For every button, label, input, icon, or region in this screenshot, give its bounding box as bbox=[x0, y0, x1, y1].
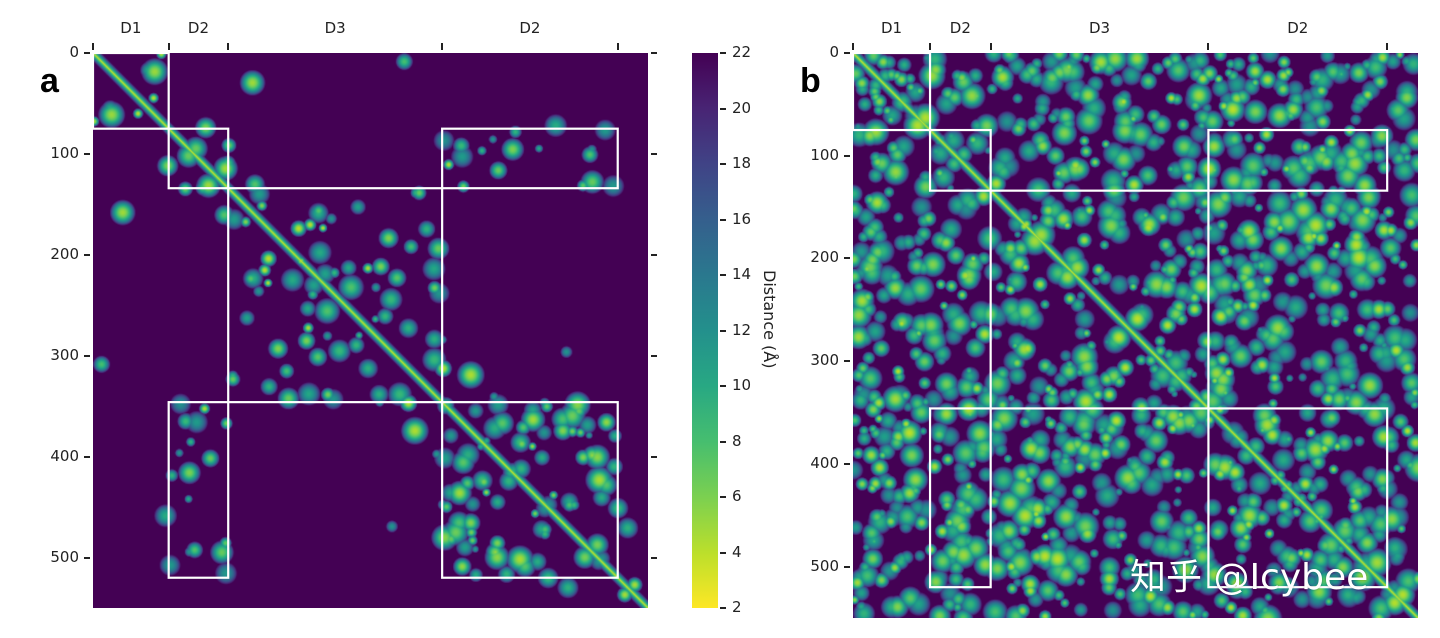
y-tick-label: 0 bbox=[829, 43, 839, 61]
colorbar-tick-mark bbox=[720, 385, 726, 387]
colorbar-tick-label: 8 bbox=[732, 431, 742, 450]
domain-box bbox=[928, 407, 992, 589]
domain-tick bbox=[441, 43, 444, 50]
colorbar-tick-label: 14 bbox=[732, 265, 752, 283]
colorbar bbox=[692, 53, 718, 608]
colorbar-tick-label: 18 bbox=[732, 154, 752, 172]
y-tick-label: 300 bbox=[810, 351, 839, 370]
y-tick-mark bbox=[84, 455, 90, 458]
y-tick-mark bbox=[844, 154, 850, 157]
colorbar-tick-mark bbox=[720, 496, 726, 498]
heatmap-a bbox=[93, 53, 648, 608]
y-tick-label: 0 bbox=[69, 43, 79, 61]
domain-label: D3 bbox=[1088, 19, 1111, 37]
colorbar-tick-mark bbox=[720, 274, 726, 276]
watermark: 知乎 @Icybee bbox=[1130, 557, 1369, 598]
y-tick-mark-right bbox=[651, 556, 657, 559]
panel-label-b: b bbox=[800, 62, 821, 100]
y-tick-mark bbox=[844, 462, 850, 465]
y-tick-mark bbox=[84, 556, 90, 559]
domain-label: D3 bbox=[324, 19, 346, 37]
y-tick-mark-right bbox=[651, 253, 657, 256]
domain-box bbox=[989, 189, 1210, 410]
domain-tick bbox=[616, 43, 619, 50]
y-tick-mark-right bbox=[651, 354, 657, 357]
colorbar-tick-mark bbox=[720, 218, 726, 221]
domain-box bbox=[851, 51, 932, 132]
domain-label: D2 bbox=[187, 19, 209, 37]
panel-label-a: a bbox=[40, 62, 59, 100]
y-tick-label: 200 bbox=[50, 244, 79, 263]
domain-tick bbox=[227, 43, 230, 50]
y-tick-mark bbox=[844, 52, 850, 54]
domain-tick bbox=[929, 43, 932, 50]
domain-tick bbox=[1386, 43, 1389, 50]
y-tick-label: 300 bbox=[50, 345, 79, 364]
domain-tick bbox=[92, 43, 94, 50]
domain-label: D2 bbox=[949, 19, 971, 37]
domain-label: D1 bbox=[120, 19, 142, 37]
colorbar-tick-mark bbox=[720, 107, 726, 110]
domain-box bbox=[441, 401, 619, 579]
colorbar-tick-label: 16 bbox=[732, 209, 752, 228]
domain-tick bbox=[1207, 43, 1210, 50]
colorbar-tick-label: 20 bbox=[732, 98, 752, 117]
domain-label: D2 bbox=[1287, 19, 1309, 37]
colorbar-tick-mark bbox=[720, 607, 726, 609]
domain-box bbox=[91, 51, 170, 130]
colorbar-label: Distance (Å) bbox=[760, 270, 779, 369]
y-tick-label: 400 bbox=[810, 453, 839, 472]
colorbar-tick-mark bbox=[720, 52, 726, 54]
domain-label: D2 bbox=[519, 19, 541, 37]
y-tick-label: 100 bbox=[50, 143, 79, 162]
y-tick-mark bbox=[84, 52, 90, 54]
domain-tick bbox=[852, 43, 854, 50]
y-tick-mark-right bbox=[651, 152, 657, 155]
domain-boxes-a bbox=[91, 51, 619, 579]
colorbar-tick-mark bbox=[720, 551, 726, 554]
domain-box bbox=[928, 128, 992, 192]
colorbar-tick-label: 22 bbox=[732, 43, 752, 61]
domain-box bbox=[441, 127, 619, 190]
domain-tick bbox=[167, 43, 170, 50]
colorbar-tick-label: 12 bbox=[732, 320, 752, 339]
y-tick-mark-right bbox=[651, 455, 657, 458]
y-tick-label: 500 bbox=[810, 556, 839, 575]
domain-box bbox=[167, 127, 230, 190]
colorbar-tick-mark bbox=[720, 329, 726, 332]
colorbar-tick-label: 10 bbox=[732, 376, 752, 394]
domain-tick bbox=[989, 43, 992, 50]
domain-label: D1 bbox=[880, 19, 903, 37]
domain-boxes-b bbox=[851, 51, 1389, 589]
y-tick-mark bbox=[844, 565, 850, 568]
domain-box bbox=[1207, 407, 1389, 589]
y-tick-mark bbox=[844, 360, 850, 363]
y-tick-mark bbox=[84, 152, 90, 155]
y-tick-label: 100 bbox=[810, 145, 839, 164]
colorbar-tick-label: 6 bbox=[732, 487, 742, 505]
domain-box bbox=[167, 401, 230, 579]
domain-box bbox=[227, 187, 444, 404]
colorbar-tick-label: 4 bbox=[732, 542, 742, 561]
y-tick-label: 200 bbox=[810, 248, 839, 267]
y-tick-mark-right bbox=[651, 52, 657, 54]
y-tick-mark bbox=[844, 257, 850, 260]
colorbar-tick-mark bbox=[720, 163, 726, 165]
y-tick-mark bbox=[84, 253, 90, 256]
y-tick-label: 500 bbox=[50, 547, 79, 566]
heatmap-b bbox=[853, 53, 1418, 618]
colorbar-tick-label: 2 bbox=[732, 598, 742, 616]
colorbar-tick-mark bbox=[720, 440, 726, 443]
y-tick-mark bbox=[84, 354, 90, 357]
y-tick-label: 400 bbox=[50, 446, 79, 465]
domain-box bbox=[1207, 128, 1389, 192]
